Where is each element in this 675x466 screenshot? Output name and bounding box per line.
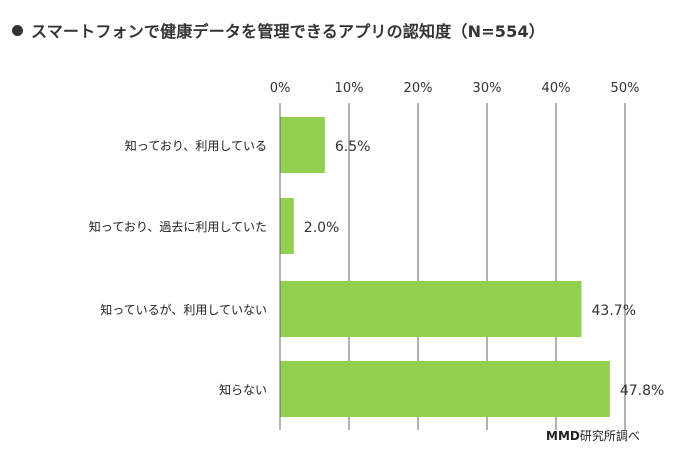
credit-text: 研究所調べ xyxy=(579,429,640,443)
value-label: 47.8% xyxy=(620,383,664,399)
value-labels: 6.5% 2.0% 43.7% 47.8% xyxy=(304,139,665,399)
x-tick-label: 30% xyxy=(473,81,502,96)
value-label: 43.7% xyxy=(592,303,636,319)
category-labels: 知っており、利用している知っており、過去に利用していた知っているが、利用していな… xyxy=(89,139,267,397)
value-label: 2.0% xyxy=(304,220,340,236)
category-label: 知っており、過去に利用していた xyxy=(89,220,267,234)
bar xyxy=(280,281,582,337)
value-label: 6.5% xyxy=(335,139,371,155)
x-tick-label: 10% xyxy=(335,81,364,96)
bar xyxy=(280,117,325,173)
category-label: 知っているが、利用していない xyxy=(100,302,267,317)
x-tick-label: 0% xyxy=(270,81,291,96)
category-label: 知らない xyxy=(219,383,267,397)
gridlines xyxy=(279,103,626,430)
chart-title-text: スマートフォンで健康データを管理できるアプリの認知度（N=554） xyxy=(31,22,545,41)
x-tick-label: 20% xyxy=(404,81,433,96)
chart-title: スマートフォンで健康データを管理できるアプリの認知度（N=554） xyxy=(12,18,545,42)
bars xyxy=(280,117,610,417)
bullet-icon xyxy=(12,25,23,36)
credit-brand: MMD xyxy=(546,429,580,443)
source-credit: MMD研究所調べ xyxy=(546,427,640,444)
x-axis-ticks: 0% 10% 20% 30% 40% 50% xyxy=(270,81,640,96)
bar xyxy=(280,361,610,417)
category-label: 知っており、利用している xyxy=(125,139,267,153)
x-tick-label: 50% xyxy=(611,81,640,96)
bar xyxy=(280,198,294,254)
x-tick-label: 40% xyxy=(542,81,571,96)
